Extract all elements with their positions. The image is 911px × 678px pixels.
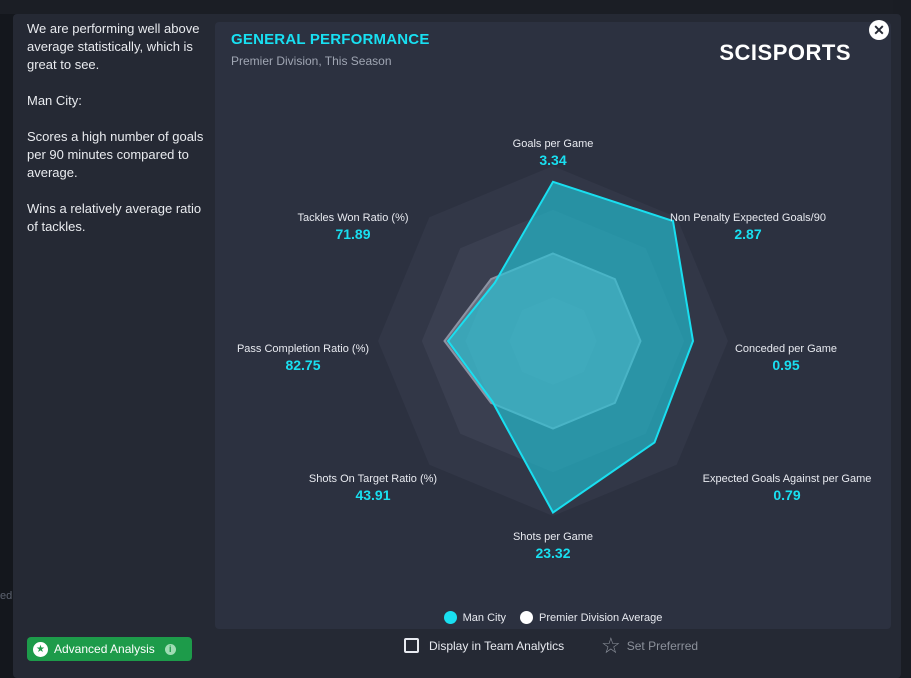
card-subtitle: Premier Division, This Season (231, 54, 392, 68)
display-checkbox[interactable] (404, 638, 419, 653)
axis-name: Pass Completion Ratio (%) (236, 343, 370, 355)
summary-paragraph: Man City: (27, 93, 82, 108)
legend-label-team: Man City (462, 611, 507, 624)
info-icon[interactable]: i (164, 643, 176, 655)
axis-name: Shots per Game (512, 531, 594, 543)
legend-label-average: Premier Division Average (539, 611, 663, 624)
display-in-team-analytics-toggle[interactable]: Display in Team Analytics (404, 638, 564, 653)
axis-value: 82.75 (285, 357, 321, 373)
axis-label: Shots per Game 23.32 (513, 531, 593, 561)
background-left-hint: ed (0, 590, 13, 602)
series-team-polygon (446, 180, 695, 514)
axis-label: Tackles Won Ratio (%) 71.89 (297, 212, 408, 242)
brand-logo: SCISPORTS (719, 40, 851, 65)
axis-value: 0.95 (772, 357, 800, 373)
average-dot-icon (520, 611, 534, 624)
set-preferred-label: Set Preferred (626, 639, 699, 653)
axis-name: Tackles Won Ratio (%) (297, 212, 409, 224)
axis-label: Goals per Game 3.34 (513, 138, 594, 168)
axis-name: Goals per Game (512, 138, 594, 150)
axis-value: 71.89 (335, 226, 371, 242)
axis-value: 2.87 (734, 226, 762, 242)
close-icon: ✕ (873, 22, 885, 38)
axis-label: Pass Completion Ratio (%) 82.75 (237, 343, 369, 373)
summary-paragraph: Wins a relatively average ratio of tackl… (27, 201, 202, 234)
card-title: GENERAL PERFORMANCE (231, 31, 430, 48)
axis-name: Expected Goals Against per Game (702, 473, 872, 485)
performance-modal: We are performing well above average sta… (13, 14, 901, 678)
team-dot-icon (443, 611, 457, 624)
axis-label: Shots On Target Ratio (%) 43.91 (309, 473, 437, 503)
advanced-analysis-label: Advanced Analysis (54, 642, 155, 656)
axis-name: Shots On Target Ratio (%) (308, 473, 438, 485)
set-preferred-button[interactable]: ☆ Set Preferred (601, 635, 698, 657)
close-button[interactable]: ✕ (869, 20, 889, 40)
axis-value: 23.32 (535, 545, 571, 561)
axis-value: 43.91 (355, 487, 391, 503)
legend-item-team: Man City (443, 611, 507, 624)
advanced-analysis-button[interactable]: ★ Advanced Analysis i (27, 637, 192, 661)
axis-name: Conceded per Game (734, 343, 838, 355)
general-performance-card: GENERAL PERFORMANCE Premier Division, Th… (215, 22, 891, 629)
axis-value: 3.34 (539, 152, 567, 168)
summary-panel: We are performing well above average sta… (27, 20, 212, 254)
chart-legend: Man City Premier Division Average (215, 611, 891, 624)
axis-label: Expected Goals Against per Game 0.79 (703, 473, 872, 503)
display-label: Display in Team Analytics (429, 638, 565, 653)
summary-paragraph: Scores a high number of goals per 90 min… (27, 129, 204, 180)
radar-chart (378, 166, 728, 516)
axis-label: Conceded per Game 0.95 (735, 343, 837, 373)
summary-paragraph: We are performing well above average sta… (27, 21, 200, 72)
axis-name: Non Penalty Expected Goals/90 (670, 212, 826, 224)
axis-label: Non Penalty Expected Goals/90 2.87 (670, 212, 826, 242)
legend-item-average: Premier Division Average (520, 611, 662, 624)
star-outline-icon: ☆ (601, 633, 621, 658)
background-top-bar (0, 0, 911, 14)
axis-value: 0.79 (773, 487, 801, 503)
star-badge-icon: ★ (33, 641, 48, 657)
